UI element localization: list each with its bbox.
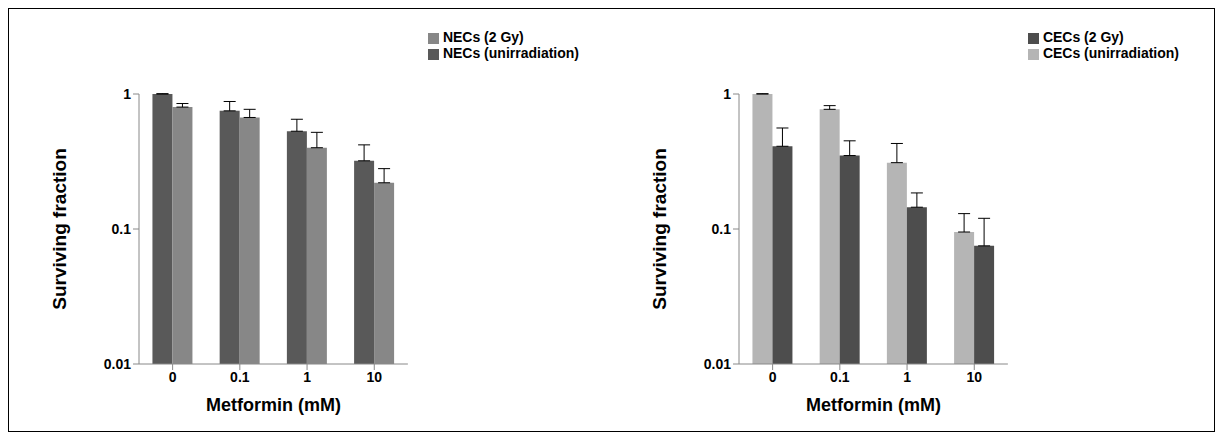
- svg-text:10: 10: [366, 369, 382, 385]
- svg-text:0.01: 0.01: [104, 356, 131, 372]
- svg-text:1: 1: [303, 369, 311, 385]
- svg-text:Metformin (mM): Metformin (mM): [206, 395, 341, 415]
- svg-text:10: 10: [966, 369, 982, 385]
- svg-text:1: 1: [903, 369, 911, 385]
- svg-text:0.1: 0.1: [830, 369, 850, 385]
- svg-text:1: 1: [723, 86, 731, 102]
- svg-text:1: 1: [123, 86, 131, 102]
- svg-text:Metformin (mM): Metformin (mM): [806, 395, 941, 415]
- svg-text:0.1: 0.1: [712, 221, 732, 237]
- html-text:CECs (unirradiation): CECs (unirradiation): [1042, 45, 1179, 61]
- svg-text:Surviving fraction: Surviving fraction: [649, 148, 670, 310]
- svg-text:0.01: 0.01: [704, 356, 731, 372]
- svg-text:0: 0: [769, 369, 777, 385]
- html-text:NECs (unirradiation): NECs (unirradiation): [442, 45, 579, 61]
- html-text:CECs (2 Gy): CECs (2 Gy): [1042, 29, 1124, 45]
- svg-text:0.1: 0.1: [230, 369, 250, 385]
- svg-text:Surviving fraction: Surviving fraction: [49, 148, 70, 310]
- svg-text:0: 0: [169, 369, 177, 385]
- html-text:NECs (2 Gy): NECs (2 Gy): [442, 29, 524, 45]
- svg-text:0.1: 0.1: [112, 221, 132, 237]
